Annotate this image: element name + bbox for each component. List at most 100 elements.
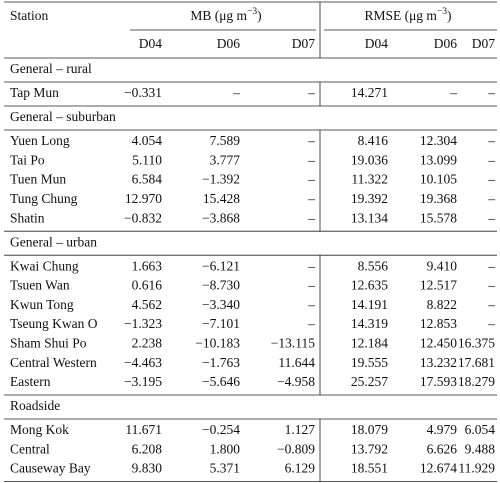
cell-value: – (487, 297, 495, 312)
column-header: D04 (365, 36, 388, 51)
cell-value: −1.392 (202, 172, 240, 187)
cell-value: 19.392 (351, 191, 388, 206)
station-name: Tuen Mun (10, 172, 66, 187)
station-name: Tung Chung (10, 191, 78, 206)
station-name: Causeway Bay (10, 461, 91, 476)
cell-value: 8.556 (358, 258, 389, 273)
cell-value: 6.208 (132, 441, 163, 456)
cell-value: – (307, 85, 315, 100)
cell-value: 2.238 (132, 335, 163, 350)
cell-value: 16.375 (458, 335, 495, 350)
cell-value: 9.830 (132, 461, 163, 476)
cell-value: −4.958 (277, 374, 315, 389)
cell-value: 11.929 (458, 461, 495, 476)
group-label: RMSE (μg m (364, 8, 437, 23)
cell-value: −7.101 (202, 316, 240, 331)
cell-value: 13.134 (351, 210, 388, 225)
cell-value: – (487, 258, 495, 273)
cell-value: – (487, 172, 495, 187)
cell-value: 6.129 (285, 461, 316, 476)
station-header: Station (10, 8, 49, 23)
cell-value: 15.578 (420, 210, 457, 225)
column-header: D06 (217, 36, 240, 51)
cell-value: 1.127 (285, 422, 316, 437)
cell-value: – (307, 297, 315, 312)
station-name: Kwun Tong (10, 297, 74, 312)
cell-value: −6.121 (202, 258, 240, 273)
cell-value: 12.450 (420, 335, 457, 350)
cell-value: – (307, 278, 315, 293)
station-name: Tseung Kwan O (10, 316, 98, 331)
cell-value: −5.646 (202, 374, 240, 389)
cell-value: – (232, 85, 240, 100)
cell-value: 13.792 (351, 441, 388, 456)
column-header: D04 (139, 36, 162, 51)
section-title: General – suburban (10, 109, 116, 124)
cell-value: −3.340 (202, 297, 240, 312)
cell-value: 18.079 (351, 422, 388, 437)
cell-value: 11.322 (351, 172, 388, 187)
cell-value: −1.763 (202, 355, 240, 370)
cell-value: – (307, 210, 315, 225)
cell-value: 1.800 (210, 441, 241, 456)
cell-value: −3.195 (124, 374, 162, 389)
station-name: Sham Shui Po (10, 335, 87, 350)
station-name: Eastern (10, 374, 51, 389)
cell-value: 9.410 (427, 258, 458, 273)
cell-value: 12.853 (420, 316, 457, 331)
unit-exponent: −3 (247, 7, 257, 17)
column-header: D06 (434, 36, 457, 51)
group-header: MB (μg m−3) (190, 7, 261, 23)
cell-value: – (487, 191, 495, 206)
cell-value: 7.589 (210, 133, 241, 148)
cell-value: 11.671 (125, 422, 162, 437)
cell-value: 12.184 (351, 335, 388, 350)
cell-value: – (487, 210, 495, 225)
cell-value: 14.191 (351, 297, 388, 312)
cell-value: 12.674 (420, 461, 457, 476)
cell-value: 12.970 (125, 191, 162, 206)
cell-value: −8.730 (202, 278, 240, 293)
cell-value: 5.371 (210, 461, 240, 476)
cell-value: 18.279 (458, 374, 495, 389)
cell-value: – (307, 133, 315, 148)
station-name: Tai Po (10, 152, 45, 167)
section-title: General – rural (10, 61, 92, 76)
cell-value: 8.416 (358, 133, 389, 148)
cell-value: 12.517 (420, 278, 457, 293)
cell-value: 18.551 (351, 461, 388, 476)
group-header: RMSE (μg m−3) (364, 7, 451, 23)
cell-value: – (487, 85, 495, 100)
cell-value: – (307, 258, 315, 273)
group-close: ) (447, 8, 452, 23)
station-name: Central Western (10, 355, 97, 370)
cell-value: – (449, 85, 457, 100)
group-close: ) (257, 8, 262, 23)
cell-value: 19.368 (420, 191, 457, 206)
station-name: Mong Kok (10, 422, 69, 437)
cell-value: 6.054 (465, 422, 496, 437)
cell-value: – (307, 191, 315, 206)
cell-value: 0.616 (132, 278, 163, 293)
cell-value: 12.635 (351, 278, 388, 293)
station-name: Shatin (10, 210, 45, 225)
cell-value: −0.832 (124, 210, 162, 225)
cell-value: 6.626 (427, 441, 458, 456)
cell-value: 4.979 (427, 422, 458, 437)
section-title: Roadside (10, 398, 60, 413)
station-name: Kwai Chung (10, 258, 79, 273)
cell-value: 25.257 (351, 374, 388, 389)
station-name: Central (10, 441, 50, 456)
cell-value: 3.777 (210, 152, 241, 167)
cell-value: 14.319 (351, 316, 388, 331)
cell-value: – (307, 172, 315, 187)
cell-value: −0.809 (277, 441, 315, 456)
cell-value: −0.254 (202, 422, 240, 437)
cell-value: 9.488 (465, 441, 496, 456)
cell-value: −10.183 (195, 335, 240, 350)
cell-value: 13.099 (420, 152, 457, 167)
cell-value: 4.054 (132, 133, 163, 148)
cell-value: – (487, 278, 495, 293)
cell-value: −0.331 (124, 85, 162, 100)
